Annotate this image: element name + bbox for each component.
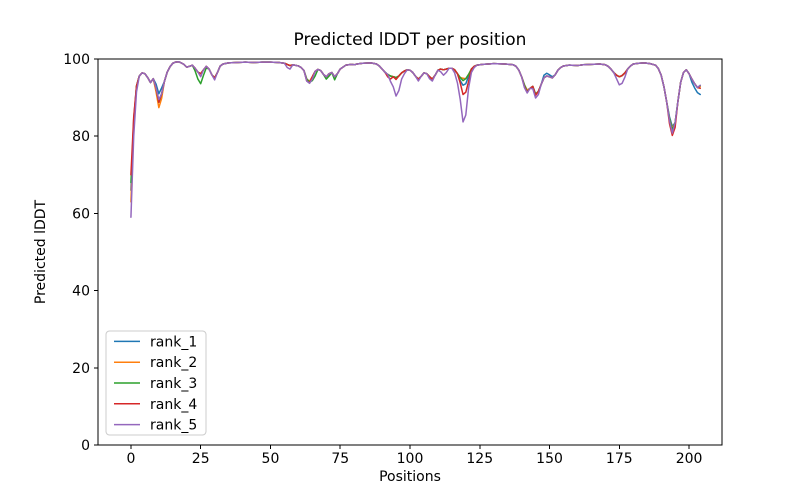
plot-area: 0 25 50 75 100 125 150 175 200 0 20 40 60 80 100 rank_1… <box>63 52 723 467</box>
y-tick-label: 0 <box>81 438 90 454</box>
line-rank_3 <box>130 60 701 184</box>
legend-label-rank_3: rank_3 <box>150 376 197 392</box>
y-tick-label: 80 <box>72 129 90 145</box>
y-tick-label: 20 <box>72 361 90 377</box>
x-tick-label: 50 <box>262 451 280 467</box>
legend-label-rank_2: rank_2 <box>150 355 197 371</box>
legend-label-rank_4: rank_4 <box>150 397 197 413</box>
x-axis-ticks: 0 25 50 75 100 125 150 175 200 <box>126 445 702 467</box>
x-axis-label: Positions <box>379 469 441 485</box>
legend-label-rank_1: rank_1 <box>150 334 197 350</box>
line-rank_1 <box>130 60 701 191</box>
legend-label-rank_5: rank_5 <box>150 418 197 434</box>
y-tick-label: 100 <box>63 52 90 68</box>
x-tick-label: 25 <box>192 451 210 467</box>
y-tick-label: 40 <box>72 284 90 300</box>
legend-box <box>105 330 207 436</box>
x-tick-label: 200 <box>676 451 703 467</box>
x-tick-label: 0 <box>126 451 135 467</box>
line-rank_2 <box>130 60 701 203</box>
y-tick-label: 60 <box>72 206 90 222</box>
y-axis-label: Predicted lDDT <box>33 199 49 304</box>
y-axis-ticks: 0 20 40 60 80 100 <box>63 52 98 454</box>
line-rank_5 <box>130 60 701 219</box>
series-lines <box>130 60 701 219</box>
x-tick-label: 100 <box>397 451 424 467</box>
x-tick-label: 175 <box>606 451 633 467</box>
line-rank_4 <box>130 60 701 176</box>
x-tick-label: 125 <box>466 451 493 467</box>
x-tick-label: 75 <box>331 451 349 467</box>
chart-title: Predicted lDDT per position <box>294 30 527 50</box>
x-tick-label: 150 <box>536 451 563 467</box>
legend: rank_1 rank_2 rank_3 rank_4 rank_5 <box>105 330 207 436</box>
